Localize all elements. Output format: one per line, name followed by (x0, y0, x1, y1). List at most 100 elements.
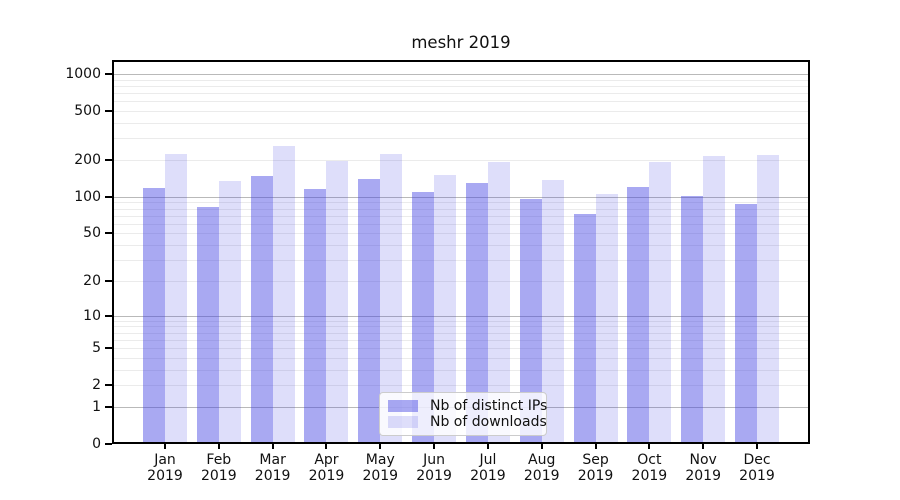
x-tick-mark (594, 444, 597, 449)
y-gridline-major (112, 196, 810, 198)
y-gridline-minor (112, 369, 810, 371)
bar-distinct-ips (412, 191, 435, 444)
y-gridline-minor (112, 260, 810, 262)
y-tick-mark (105, 443, 112, 445)
x-tick-mark (271, 444, 274, 449)
bar-downloads (649, 161, 672, 444)
y-tick-mark (105, 159, 112, 162)
y-tick-mark (105, 314, 112, 317)
y-tick-label: 1000 (65, 66, 101, 83)
x-tick-mark (540, 444, 543, 449)
x-tick-mark (433, 444, 436, 449)
x-tick-mark (325, 444, 328, 449)
bar-downloads (380, 153, 403, 444)
y-tick-mark (105, 73, 112, 76)
bar-downloads (541, 180, 564, 444)
y-gridline-major (112, 74, 810, 76)
y-tick-label: 100 (74, 188, 101, 205)
y-tick-label: 5 (92, 340, 101, 357)
legend-swatch-downloads (388, 416, 418, 428)
y-gridline-minor (112, 215, 810, 217)
chart-title: meshr 2019 (411, 33, 511, 52)
y-tick-mark (105, 232, 112, 235)
y-gridline-major (112, 315, 810, 317)
y-tick-mark (105, 405, 112, 408)
y-gridline-minor (112, 93, 810, 95)
y-gridline-minor (112, 348, 810, 350)
y-gridline-minor (112, 160, 810, 162)
y-gridline-minor (112, 332, 810, 334)
y-gridline-minor (112, 79, 810, 81)
bar-distinct-ips (304, 189, 327, 444)
bar-distinct-ips (627, 187, 650, 444)
bar-distinct-ips (358, 179, 381, 444)
x-tick-mark (164, 444, 166, 449)
y-gridline-minor (112, 233, 810, 235)
y-tick-mark (105, 110, 112, 113)
bar-distinct-ips (735, 204, 757, 444)
y-tick-label: 500 (74, 103, 101, 120)
legend-entry-distinct-ips: Nb of distinct IPs (388, 398, 547, 414)
y-gridline-minor (112, 138, 810, 140)
x-tick-label: Jan 2019 (147, 452, 183, 484)
bar-distinct-ips (143, 188, 165, 444)
bar-downloads (487, 161, 510, 444)
y-tick-mark (105, 195, 112, 198)
y-tick-mark (105, 279, 112, 282)
bar-downloads (434, 175, 457, 444)
y-gridline-minor (112, 280, 810, 282)
x-tick-mark (217, 444, 220, 449)
bar-downloads (326, 161, 349, 444)
bar-downloads (272, 146, 295, 444)
plot-area (112, 60, 810, 444)
y-tick-mark (105, 384, 112, 387)
y-tick-label: 200 (74, 152, 101, 169)
y-tick-label: 2 (92, 377, 101, 394)
x-tick-label: Nov 2019 (685, 452, 721, 484)
y-gridline-minor (112, 101, 810, 103)
legend-entry-downloads: Nb of downloads (388, 414, 547, 430)
y-gridline-minor (112, 245, 810, 247)
x-tick-mark (379, 444, 382, 449)
y-tick-mark (105, 347, 112, 350)
legend-box: Nb of distinct IPs Nb of downloads (379, 392, 547, 436)
x-tick-label: Feb 2019 (200, 452, 237, 484)
y-gridline-minor (112, 326, 810, 328)
x-tick-label: Mar 2019 (254, 452, 291, 484)
bar-downloads (165, 153, 187, 444)
x-tick-label: Dec 2019 (739, 452, 775, 484)
x-tick-mark (756, 444, 758, 449)
x-tick-mark (486, 444, 489, 449)
y-tick-label: 10 (83, 307, 101, 324)
x-tick-mark (648, 444, 651, 449)
bar-downloads (595, 194, 618, 444)
bar-distinct-ips (465, 183, 488, 444)
legend-label-downloads: Nb of downloads (430, 414, 547, 430)
x-tick-label: May 2019 (362, 452, 399, 484)
bar-distinct-ips (250, 176, 273, 444)
y-gridline-minor (112, 385, 810, 387)
y-tick-label: 0 (92, 436, 101, 452)
y-gridline-minor (112, 208, 810, 210)
x-tick-label: Aug 2019 (523, 452, 560, 484)
x-tick-label: Sep 2019 (577, 452, 614, 484)
bar-downloads (703, 155, 726, 444)
bar-distinct-ips (519, 199, 542, 444)
y-tick-label: 50 (83, 225, 101, 242)
x-tick-mark (702, 444, 705, 449)
bar-downloads (218, 181, 241, 444)
y-gridline-minor (112, 339, 810, 341)
y-gridline-minor (112, 111, 810, 113)
bar-distinct-ips (681, 195, 704, 444)
x-tick-label: Oct 2019 (631, 452, 668, 484)
bar-downloads (757, 154, 779, 444)
y-gridline-minor (112, 357, 810, 359)
y-gridline-minor (112, 123, 810, 125)
bar-distinct-ips (196, 206, 219, 444)
bar-distinct-ips (573, 214, 596, 444)
x-tick-label: Jul 2019 (470, 452, 506, 484)
y-gridline-minor (112, 223, 810, 225)
legend-swatch-distinct-ips (388, 400, 418, 412)
x-tick-label: Jun 2019 (416, 452, 452, 484)
